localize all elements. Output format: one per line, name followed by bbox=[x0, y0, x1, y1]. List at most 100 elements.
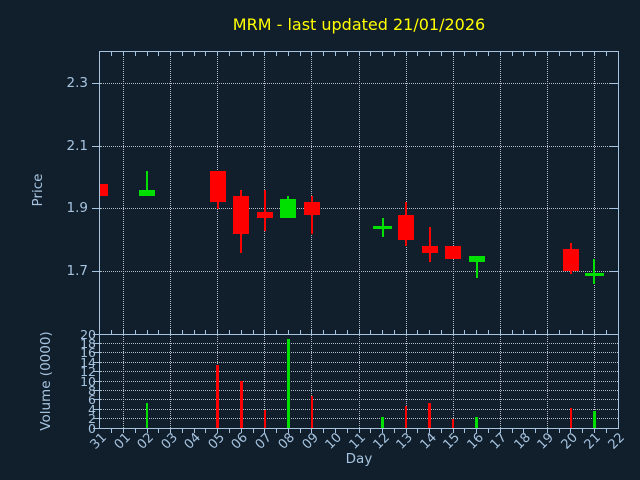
x-tick-minor bbox=[123, 429, 125, 433]
candle-body-13 bbox=[398, 214, 415, 240]
x-tick-minor bbox=[181, 52, 183, 56]
x-tick-minor bbox=[134, 52, 136, 56]
gridline-horizontal bbox=[100, 408, 618, 410]
x-tick-minor bbox=[111, 52, 113, 56]
candle-wick-09 bbox=[310, 196, 313, 234]
gridline-vertical bbox=[170, 52, 172, 334]
x-tick-minor bbox=[358, 330, 360, 334]
x-tick-minor bbox=[523, 429, 525, 433]
gridline-horizontal bbox=[100, 371, 618, 373]
price-plot-area bbox=[100, 52, 618, 334]
x-tick-minor bbox=[264, 52, 266, 56]
volume-bar-06 bbox=[240, 381, 243, 428]
x-tick-minor bbox=[582, 52, 584, 56]
x-tick-minor bbox=[452, 429, 454, 433]
candle-body-31 bbox=[100, 183, 108, 197]
volume-tick-label: 6 bbox=[88, 392, 96, 408]
x-tick-minor bbox=[570, 52, 572, 56]
x-tick-minor bbox=[205, 52, 207, 56]
gridline-vertical bbox=[499, 52, 501, 334]
gridline-vertical bbox=[546, 52, 548, 334]
x-tick-minor bbox=[134, 330, 136, 334]
x-tick-minor bbox=[405, 330, 407, 334]
x-tick-minor bbox=[429, 52, 431, 56]
x-tick-minor bbox=[252, 429, 254, 433]
candle-body-02 bbox=[139, 189, 156, 197]
price-tick-label: 1.7 bbox=[66, 262, 88, 279]
x-tick-minor bbox=[593, 429, 595, 433]
x-tick-minor bbox=[346, 429, 348, 433]
x-tick-minor bbox=[205, 330, 207, 334]
volume-tick bbox=[93, 342, 100, 344]
volume-tick bbox=[93, 408, 100, 410]
spine-top bbox=[99, 51, 619, 52]
candle-body-15 bbox=[445, 246, 462, 259]
gridline-vertical bbox=[358, 52, 360, 334]
x-tick-minor bbox=[605, 429, 607, 433]
x-tick-minor bbox=[476, 429, 478, 433]
x-tick-minor bbox=[523, 52, 525, 56]
x-tick-minor bbox=[299, 330, 301, 334]
x-tick-minor bbox=[287, 429, 289, 433]
x-tick-minor bbox=[276, 330, 278, 334]
x-tick-minor bbox=[499, 429, 501, 433]
x-tick-minor bbox=[229, 330, 230, 334]
x-tick-minor bbox=[193, 429, 195, 433]
x-tick-minor bbox=[417, 330, 419, 334]
gridline-vertical bbox=[593, 52, 595, 334]
x-tick-minor bbox=[488, 330, 489, 334]
volume-tick bbox=[93, 371, 100, 373]
x-tick-minor bbox=[535, 52, 537, 56]
x-tick-minor bbox=[546, 52, 548, 56]
chart-title: MRM - last updated 21/01/2026 bbox=[232, 15, 486, 34]
x-tick-minor bbox=[464, 330, 466, 334]
x-tick-minor bbox=[546, 330, 548, 334]
x-tick-minor bbox=[217, 52, 219, 56]
volume-tick-label: 20 bbox=[80, 326, 96, 342]
x-tick-minor bbox=[464, 52, 466, 56]
x-tick-minor bbox=[370, 429, 372, 433]
gridline-horizontal bbox=[100, 145, 618, 147]
x-tick-minor bbox=[264, 330, 266, 334]
volume-bar-02 bbox=[145, 403, 149, 428]
gridline-vertical bbox=[405, 52, 407, 334]
price-tick bbox=[92, 145, 100, 147]
price-tick bbox=[92, 208, 100, 210]
x-tick-minor bbox=[193, 330, 195, 334]
x-tick-minor bbox=[358, 52, 360, 56]
candle-wick-16 bbox=[475, 255, 478, 278]
x-tick-minor bbox=[417, 52, 419, 56]
x-tick-minor bbox=[299, 52, 301, 56]
candle-wick-02 bbox=[146, 171, 149, 197]
x-tick-minor bbox=[382, 52, 384, 56]
x-tick-minor bbox=[158, 429, 160, 433]
x-tick-minor bbox=[558, 330, 560, 334]
x-tick-minor bbox=[111, 330, 113, 334]
volume-bar-13 bbox=[404, 406, 408, 428]
spine-middle bbox=[99, 334, 619, 335]
x-tick-minor bbox=[276, 52, 278, 56]
volume-tick bbox=[93, 399, 100, 401]
x-tick-minor bbox=[252, 52, 254, 56]
x-tick-minor bbox=[440, 52, 442, 56]
x-tick-minor bbox=[346, 52, 348, 56]
x-tick-minor bbox=[334, 52, 336, 56]
x-tick-minor bbox=[217, 330, 219, 334]
x-tick-minor bbox=[393, 330, 395, 334]
x-tick-minor bbox=[217, 429, 219, 433]
gridline-horizontal bbox=[100, 418, 618, 420]
gridline-vertical bbox=[123, 52, 125, 334]
x-tick-minor bbox=[229, 429, 230, 433]
spine-right bbox=[618, 51, 619, 429]
price-tick bbox=[92, 82, 100, 84]
candle-body-16 bbox=[468, 255, 485, 262]
volume-tick-label: 8 bbox=[88, 382, 96, 398]
x-tick-minor bbox=[558, 52, 560, 56]
price-tick-label: 1.9 bbox=[66, 200, 88, 217]
x-tick-minor bbox=[252, 330, 254, 334]
volume-tick-label: 12 bbox=[80, 364, 96, 380]
x-tick-minor bbox=[593, 52, 595, 56]
x-tick-minor bbox=[240, 52, 242, 56]
x-tick-minor bbox=[488, 429, 489, 433]
